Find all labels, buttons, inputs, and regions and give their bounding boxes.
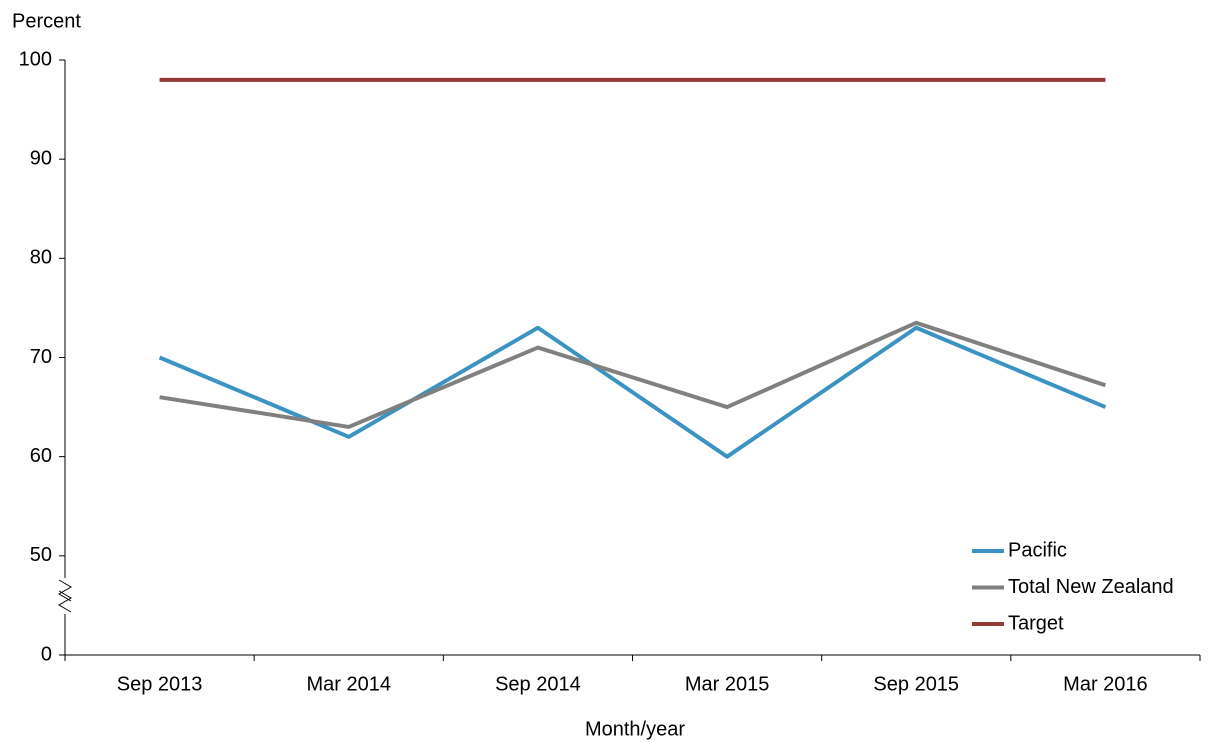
x-tick-label: Mar 2016: [1063, 673, 1148, 695]
axis-break-gap: [58, 578, 72, 614]
legend-label: Total New Zealand: [1008, 576, 1174, 598]
axis-break: [58, 579, 72, 602]
y-tick-label: 70: [30, 346, 52, 368]
x-tick-label: Sep 2013: [117, 673, 203, 695]
series-line: [159, 320, 1107, 429]
x-axis-title: Month/year: [585, 718, 685, 740]
y-tick-label: 80: [30, 247, 52, 269]
y-tick-label: 0: [41, 643, 52, 665]
x-tick-label: Mar 2014: [307, 673, 392, 695]
y-tick-label: 100: [19, 48, 52, 70]
x-tick-label: Mar 2015: [685, 673, 770, 695]
legend-label: Target: [1008, 612, 1064, 634]
series-line: [158, 325, 1107, 459]
x-tick-label: Sep 2015: [873, 673, 959, 695]
y-tick-label: 90: [30, 147, 52, 169]
legend-label: Pacific: [1008, 539, 1067, 561]
y-axis-title: Percent: [12, 10, 81, 32]
axis-break: [58, 590, 72, 613]
x-tick-label: Sep 2014: [495, 673, 581, 695]
y-tick-label: 60: [30, 445, 52, 467]
y-tick-label: 50: [30, 544, 52, 566]
